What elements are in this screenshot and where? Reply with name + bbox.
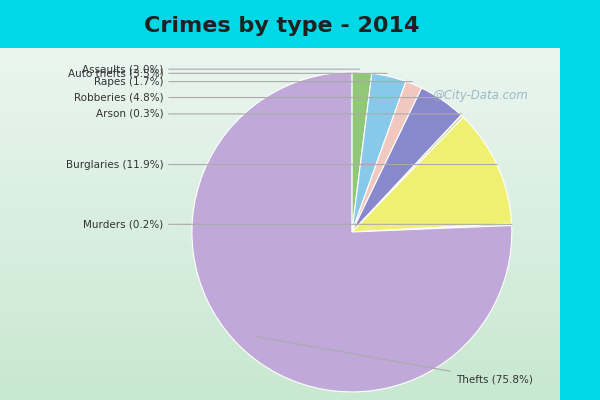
Text: Thefts (75.8%): Thefts (75.8%) [255, 336, 533, 384]
Wedge shape [352, 117, 512, 232]
Wedge shape [352, 72, 372, 232]
Text: Crimes by type - 2014: Crimes by type - 2014 [145, 16, 419, 36]
Wedge shape [352, 115, 463, 232]
Wedge shape [192, 72, 512, 392]
Wedge shape [352, 82, 422, 232]
Text: Arson (0.3%): Arson (0.3%) [95, 109, 462, 119]
Wedge shape [352, 73, 406, 232]
Text: Burglaries (11.9%): Burglaries (11.9%) [65, 160, 497, 170]
Text: Robberies (4.8%): Robberies (4.8%) [74, 92, 442, 102]
Text: Murders (0.2%): Murders (0.2%) [83, 219, 512, 229]
Text: Assaults (2.0%): Assaults (2.0%) [82, 64, 359, 74]
Text: Rapes (1.7%): Rapes (1.7%) [94, 77, 412, 87]
Text: Auto thefts (3.5%): Auto thefts (3.5%) [68, 68, 387, 78]
Wedge shape [352, 224, 512, 232]
Text: @City-Data.com: @City-Data.com [432, 90, 528, 102]
Wedge shape [352, 88, 461, 232]
